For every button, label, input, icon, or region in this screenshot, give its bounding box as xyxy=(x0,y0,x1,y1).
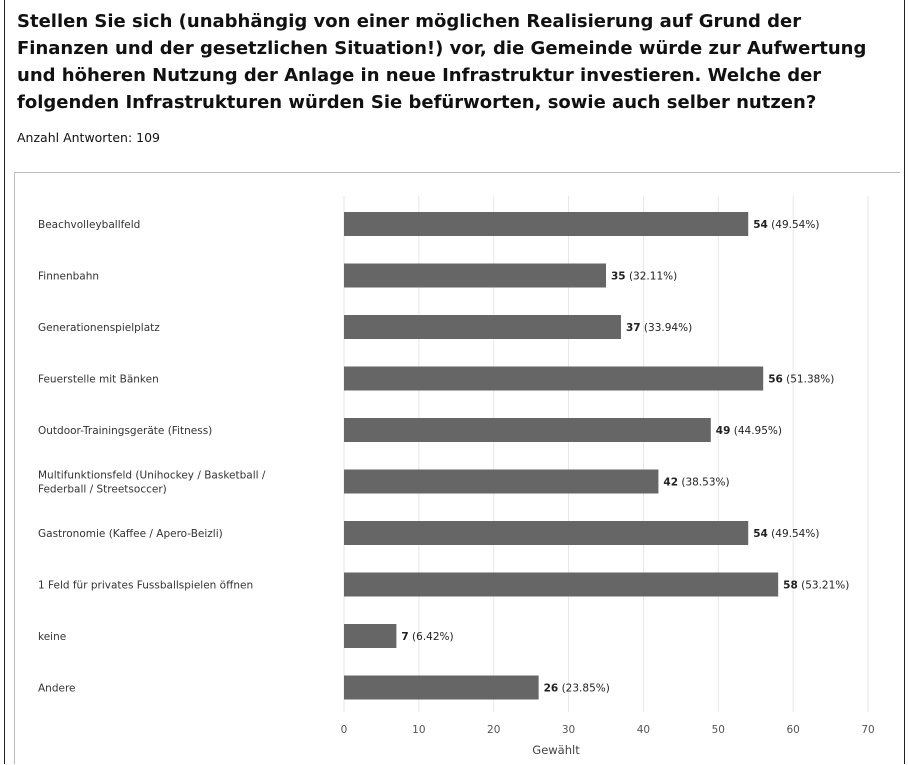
data-label: 56 (51.38%) xyxy=(768,374,834,386)
x-tick-label: 30 xyxy=(562,724,575,736)
category-label: Gastronomie (Kaffee / Apero-Beizli) xyxy=(38,528,223,540)
x-axis-label: Gewählt xyxy=(532,743,580,757)
x-tick-label: 60 xyxy=(786,724,799,736)
bar xyxy=(344,418,711,442)
bar xyxy=(344,470,658,494)
data-label: 42 (38.53%) xyxy=(663,477,729,489)
bar xyxy=(344,624,396,648)
category-label: Outdoor-Trainingsgeräte (Fitness) xyxy=(38,425,212,437)
bar xyxy=(344,315,621,339)
x-tick-label: 20 xyxy=(487,724,500,736)
category-label: Beachvolleyballfeld xyxy=(38,219,140,231)
bar xyxy=(344,521,748,545)
category-label: Multifunktionsfeld (Unihockey / Basketba… xyxy=(38,470,266,496)
bar xyxy=(344,367,763,391)
category-label: keine xyxy=(38,631,66,643)
category-label: Finnenbahn xyxy=(38,271,99,283)
x-tick-label: 40 xyxy=(637,724,650,736)
data-label: 54 (49.54%) xyxy=(753,219,819,231)
category-label: Andere xyxy=(38,683,76,695)
bar xyxy=(344,676,539,700)
category-label: Feuerstelle mit Bänken xyxy=(38,374,159,386)
bar xyxy=(344,212,748,236)
data-label: 35 (32.11%) xyxy=(611,271,677,283)
x-tick-label: 70 xyxy=(861,724,874,736)
x-tick-label: 10 xyxy=(412,724,425,736)
bar xyxy=(344,264,606,288)
x-tick-label: 50 xyxy=(712,724,725,736)
data-label: 37 (33.94%) xyxy=(626,322,692,334)
data-label: 58 (53.21%) xyxy=(783,580,849,592)
data-label: 54 (49.54%) xyxy=(753,528,819,540)
data-label: 26 (23.85%) xyxy=(544,683,610,695)
category-label: 1 Feld für privates Fussballspielen öffn… xyxy=(38,580,253,592)
category-label: Generationenspielplatz xyxy=(38,322,160,334)
x-tick-label: 0 xyxy=(341,724,348,736)
data-label: 49 (44.95%) xyxy=(716,425,782,437)
bar xyxy=(344,573,778,597)
data-label: 7 (6.42%) xyxy=(401,631,453,643)
